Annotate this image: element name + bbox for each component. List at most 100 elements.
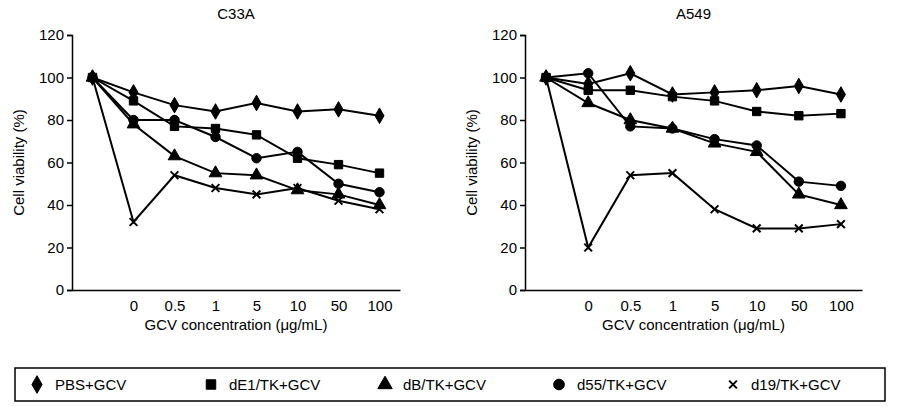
data-point xyxy=(711,205,719,213)
data-point xyxy=(373,198,386,209)
data-point xyxy=(668,92,676,100)
data-point xyxy=(837,220,845,228)
y-tick: 80 xyxy=(47,111,72,128)
x-tick: 10 xyxy=(290,290,307,314)
y-tick-mark xyxy=(520,77,525,79)
y-tick-mark xyxy=(520,120,525,122)
x-tick: 1 xyxy=(669,290,677,314)
series-line xyxy=(546,78,841,116)
y-tick-label: 40 xyxy=(500,196,517,213)
y-tick: 40 xyxy=(500,196,525,213)
legend: PBS+GCVdE1/TK+GCVdB/TK+GCVd55/TK+GCVd19/… xyxy=(15,368,885,401)
data-point xyxy=(626,122,635,131)
data-point xyxy=(792,187,805,198)
data-point xyxy=(209,166,222,177)
data-point xyxy=(375,169,383,177)
series-line xyxy=(93,78,380,193)
data-point xyxy=(835,198,848,209)
y-tick-mark xyxy=(67,205,72,207)
panel: 02040608010012000.5151050100C33AGCV conc… xyxy=(10,5,401,333)
legend-marker xyxy=(554,379,565,390)
data-point xyxy=(130,218,138,226)
legend-box xyxy=(15,368,885,401)
y-tick: 100 xyxy=(39,69,72,86)
data-point xyxy=(334,160,342,168)
data-point xyxy=(752,82,761,98)
x-tick: 0.5 xyxy=(620,290,641,314)
data-point xyxy=(752,141,761,150)
y-tick-label: 20 xyxy=(47,239,64,256)
data-point xyxy=(252,95,261,111)
data-point xyxy=(334,179,343,188)
x-tick-label: 50 xyxy=(331,297,348,314)
x-tick-label: 0.5 xyxy=(165,297,186,314)
data-point xyxy=(836,87,845,103)
x-tick: 5 xyxy=(253,290,261,314)
y-axis-line xyxy=(520,36,526,291)
data-point xyxy=(584,86,592,94)
data-point xyxy=(375,108,384,124)
data-point xyxy=(211,124,219,132)
y-tick-label: 80 xyxy=(500,111,517,128)
y-axis: 0 20 40 60 80 100 120 xyxy=(39,26,73,298)
y-axis-title: Cell viability (%) xyxy=(10,109,27,216)
x-tick: 100 xyxy=(829,290,854,314)
data-point xyxy=(129,97,137,105)
y-tick-label: 60 xyxy=(500,154,517,171)
data-point xyxy=(794,177,803,186)
y-tick: 40 xyxy=(47,196,72,213)
x-tick-label: 1 xyxy=(212,297,220,314)
y-axis-title: Cell viability (%) xyxy=(463,109,480,216)
x-tick-label: 50 xyxy=(791,297,808,314)
x-axis-title: GCV concentration (μg/mL) xyxy=(602,316,785,333)
x-tick-label: 0 xyxy=(585,297,593,314)
plot-area xyxy=(86,70,386,226)
y-tick-label: 120 xyxy=(492,26,517,43)
y-tick-label: 0 xyxy=(509,281,517,298)
data-point xyxy=(710,134,719,143)
x-tick: 0.5 xyxy=(165,290,186,314)
x-tick: 1 xyxy=(212,290,220,314)
y-tick-label: 40 xyxy=(47,196,64,213)
y-tick: 120 xyxy=(492,26,525,43)
figure: 02040608010012000.5151050100C33AGCV conc… xyxy=(0,0,898,407)
data-point xyxy=(794,78,803,94)
data-point xyxy=(170,115,179,124)
data-point xyxy=(250,168,263,179)
x-axis-line xyxy=(526,290,863,292)
legend-label: PBS+GCV xyxy=(55,376,126,393)
data-point xyxy=(837,109,845,117)
data-point xyxy=(252,131,260,139)
y-tick-mark xyxy=(520,205,525,207)
data-point xyxy=(542,74,550,82)
data-point xyxy=(168,149,181,160)
y-tick-mark xyxy=(67,35,72,37)
legend-label: dB/TK+GCV xyxy=(403,376,486,393)
y-tick: 60 xyxy=(47,154,72,171)
y-tick-label: 120 xyxy=(39,26,64,43)
x-tick: 0 xyxy=(585,290,593,314)
y-tick: 20 xyxy=(47,239,72,256)
y-tick-mark xyxy=(520,35,525,37)
x-tick: 100 xyxy=(367,290,392,314)
plot-area xyxy=(540,65,848,251)
y-tick-mark xyxy=(67,77,72,79)
panel: 02040608010012000.5151050100A549GCV conc… xyxy=(463,5,863,333)
x-tick-label: 5 xyxy=(253,297,261,314)
data-point xyxy=(668,124,677,133)
data-point xyxy=(293,147,302,156)
series-line xyxy=(546,78,841,206)
data-point xyxy=(376,205,384,213)
y-tick-label: 100 xyxy=(39,69,64,86)
x-tick-label: 0.5 xyxy=(620,297,641,314)
y-tick-mark xyxy=(520,247,525,249)
x-tick-label: 5 xyxy=(711,297,719,314)
y-tick-mark xyxy=(67,290,72,292)
y-tick-label: 0 xyxy=(56,281,64,298)
x-tick: 10 xyxy=(749,290,766,314)
series-line xyxy=(546,73,841,186)
y-axis-line xyxy=(67,36,73,291)
data-point xyxy=(668,87,677,103)
legend-label: d19/TK+GCV xyxy=(751,376,841,393)
y-tick: 0 xyxy=(509,281,525,298)
